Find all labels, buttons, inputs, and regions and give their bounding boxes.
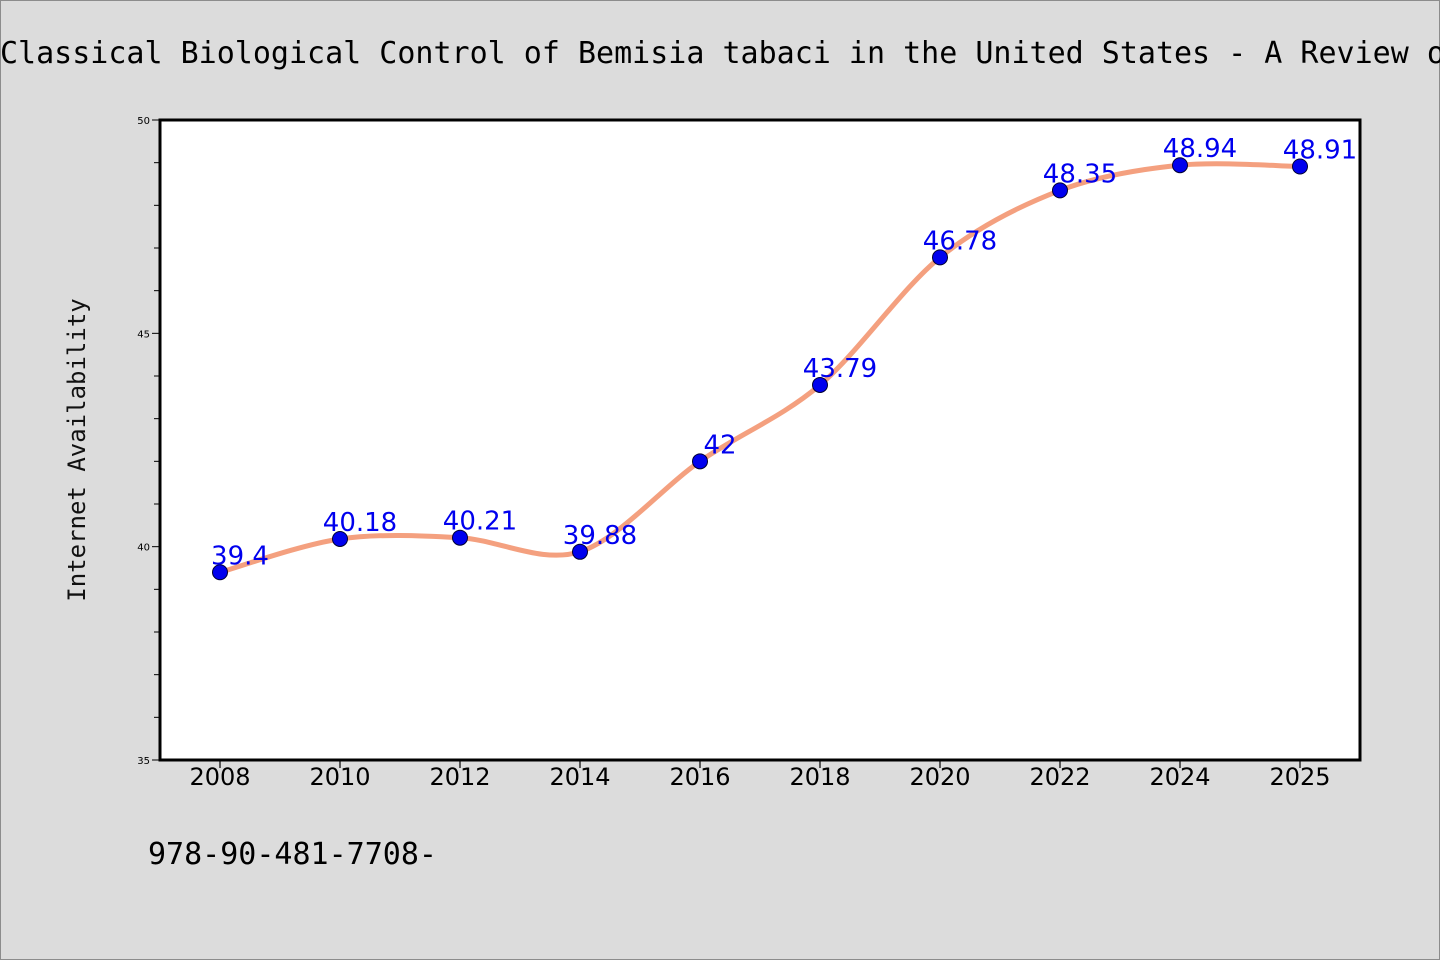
data-label: 40.18 (323, 508, 397, 538)
data-point-marker (1292, 158, 1308, 175)
x-tick-label: 2025 (1269, 763, 1330, 791)
data-label: 48.35 (1043, 159, 1117, 189)
data-label: 48.91 (1283, 136, 1357, 166)
footnote: 978-90-481-7708- (148, 837, 437, 872)
x-tick-label: 2024 (1149, 763, 1210, 791)
data-point-marker (932, 249, 948, 266)
data-label: 46.78 (923, 226, 997, 256)
y-tick-label: 45 (137, 329, 150, 340)
series-group (212, 157, 1308, 581)
x-tick-label: 2022 (1029, 763, 1090, 791)
data-point-marker (1172, 157, 1188, 174)
y-axis-ticks: 35 40 45 50 (137, 116, 160, 767)
x-tick-label: 2016 (669, 763, 730, 791)
x-tick-label: 2010 (309, 763, 370, 791)
chart-title: Classical Biological Control of Bemisia … (0, 36, 1440, 71)
data-point-marker (692, 453, 708, 470)
data-point-marker (572, 543, 588, 560)
data-point-marker (212, 564, 228, 581)
data-labels: 39.4 40.18 40.21 39.88 42 43.79 46.78 48.35 48.9… (211, 134, 1357, 571)
series-line (217, 161, 1303, 575)
data-label: 43.79 (803, 354, 877, 384)
x-tick-label: 2012 (429, 763, 490, 791)
data-point-marker (452, 529, 468, 546)
x-axis-ticks: 2008 2010 2012 2014 2016 2018 2020 2022 2024 2025 (189, 760, 1331, 791)
x-tick-label: 2008 (189, 763, 250, 791)
data-point-marker (812, 376, 828, 393)
data-label: 42 (703, 430, 736, 460)
x-tick-label: 2014 (549, 763, 610, 791)
y-tick-label: 40 (137, 543, 150, 554)
data-point-marker (1052, 182, 1068, 199)
x-tick-label: 2018 (789, 763, 850, 791)
data-point-marker (332, 530, 348, 547)
data-label: 39.88 (563, 521, 637, 551)
data-label: 48.94 (1163, 134, 1237, 164)
plot-area (158, 118, 1362, 762)
y-tick-label: 35 (137, 756, 150, 767)
y-tick-label: 50 (137, 116, 150, 127)
x-tick-label: 2020 (909, 763, 970, 791)
data-label: 40.21 (443, 507, 517, 537)
y-axis-label: Internet Availability (63, 298, 91, 601)
data-label: 39.4 (211, 541, 269, 571)
